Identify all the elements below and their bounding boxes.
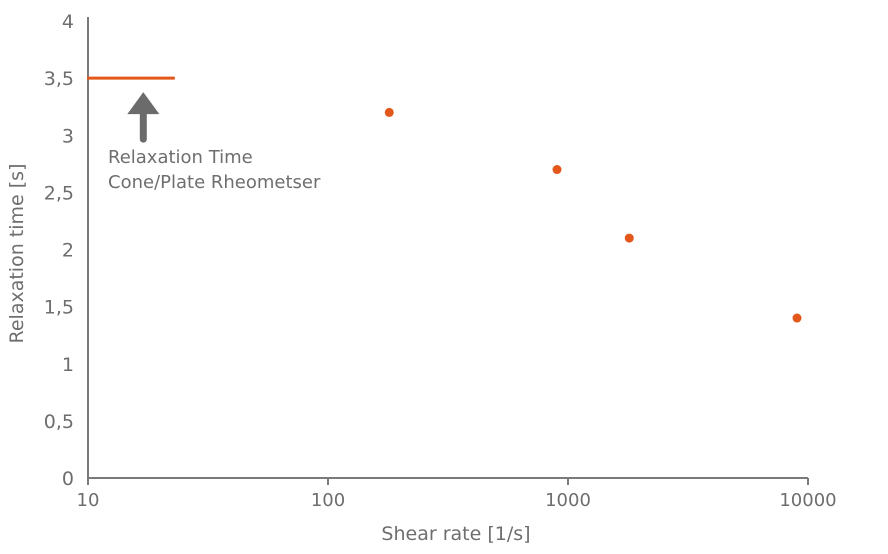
y-tick-label: 1,5: [44, 297, 74, 319]
x-tick-label: 10000: [779, 490, 836, 511]
y-axis-ticks: 0 0,5 1 1,5 2 2,5 3 3,5 4: [44, 11, 74, 490]
y-tick-label: 2,5: [44, 182, 74, 204]
arrow-head: [127, 92, 160, 115]
y-tick-label: 3: [62, 125, 74, 147]
data-point: [384, 107, 394, 117]
y-tick-label: 0,5: [44, 411, 74, 433]
data-point: [552, 165, 562, 175]
y-tick-label: 1: [62, 354, 74, 376]
data-point: [792, 313, 802, 323]
data-point: [624, 233, 634, 243]
y-tick-label: 4: [62, 11, 74, 33]
y-tick-label: 0: [62, 468, 74, 490]
annotation-line-2: Cone/Plate Rheometser: [108, 172, 321, 193]
x-tick-label: 1000: [545, 490, 591, 511]
annotation-line-1: Relaxation Time: [108, 147, 253, 168]
data-points: [384, 107, 802, 323]
y-tick-label: 2: [62, 240, 74, 262]
x-tick-label: 10: [77, 490, 100, 511]
x-tick-label: 100: [311, 490, 345, 511]
up-arrow-icon: [127, 92, 160, 143]
y-tick-label: 3,5: [44, 68, 74, 90]
x-axis-ticks: 10 100 1000 10000: [77, 478, 837, 511]
y-axis-title: Relaxation time [s]: [6, 164, 28, 344]
x-axis-title: Shear rate [1/s]: [381, 523, 530, 545]
